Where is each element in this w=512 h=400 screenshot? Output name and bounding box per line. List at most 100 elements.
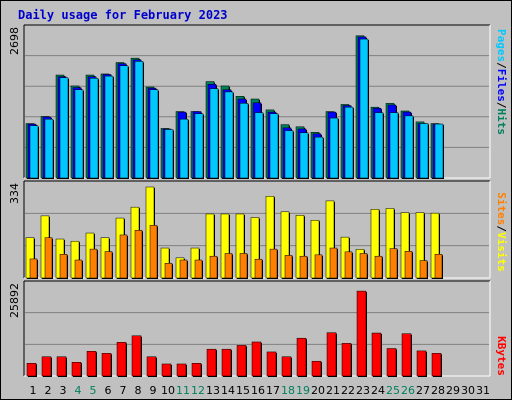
sites-bar	[134, 230, 143, 279]
kbytes-bar	[86, 351, 97, 377]
kbytes-bar	[356, 290, 367, 377]
kbytes-bar	[281, 356, 292, 377]
kbytes-bar	[326, 332, 337, 377]
kbytes-bar	[71, 362, 82, 377]
pages-bar	[374, 112, 384, 179]
x-tick-label: 8	[135, 384, 142, 397]
sites-bar	[119, 234, 128, 279]
pages-bar	[209, 88, 219, 179]
legend-pages: Pages	[495, 29, 508, 62]
sites-bar	[284, 255, 293, 279]
x-tick-label: 25	[386, 384, 400, 397]
pages-bar	[329, 117, 339, 179]
kbytes-bar	[251, 341, 262, 377]
x-tick-label: 29	[446, 384, 460, 397]
x-tick-label: 15	[236, 384, 250, 397]
pages-bar	[74, 89, 84, 179]
x-tick-label: 19	[296, 384, 310, 397]
x-tick-label: 27	[416, 384, 430, 397]
pages-bar	[224, 91, 234, 179]
sites-bar	[89, 248, 98, 279]
sites-bar	[194, 259, 203, 279]
pages-bar	[104, 75, 114, 179]
legend-separator: /	[495, 102, 508, 109]
x-tick-label: 28	[431, 384, 445, 397]
legend-label: KBytes	[495, 336, 508, 376]
pages-bar	[254, 112, 264, 179]
kbytes-bar	[236, 345, 247, 377]
x-tick-label: 7	[120, 384, 127, 397]
pages-bar	[404, 115, 414, 179]
x-tick-label: 26	[401, 384, 415, 397]
kbytes-bar	[26, 363, 37, 377]
pages-bar	[344, 106, 354, 179]
pages-bar	[239, 103, 249, 179]
pages-bar	[299, 132, 309, 179]
pages-bar	[389, 112, 399, 179]
x-tick-label: 17	[266, 384, 280, 397]
sites-bar	[149, 225, 158, 279]
sites-bar	[374, 255, 383, 279]
chart-title: Daily usage for February 2023	[18, 8, 228, 22]
x-tick-label: 5	[90, 384, 97, 397]
x-tick-label: 22	[341, 384, 355, 397]
pages-bar	[149, 89, 159, 179]
kbytes-bar	[146, 356, 157, 377]
x-tick-label: 4	[75, 384, 82, 397]
sites-bar	[209, 255, 218, 279]
pages-bar	[419, 123, 429, 179]
kbytes-bar	[371, 332, 382, 377]
x-tick-label: 1	[30, 384, 37, 397]
pages-bar	[59, 77, 69, 179]
sites-bar	[29, 258, 38, 279]
kbytes-bar	[401, 333, 412, 377]
kbytes-bar	[41, 356, 52, 377]
sites-bar	[359, 253, 368, 279]
legend-hits: Hits	[495, 109, 508, 136]
kbytes-bar	[191, 363, 202, 377]
sites-bar	[269, 248, 278, 279]
y-max-label: 2698	[8, 27, 21, 55]
x-tick-label: 20	[311, 384, 325, 397]
kbytes-bar	[221, 348, 232, 377]
sites-bar	[419, 260, 428, 279]
kbytes-bar	[161, 363, 172, 377]
kbytes-bar	[131, 335, 142, 377]
kbytes-bar	[116, 342, 127, 377]
kbytes-bar	[386, 348, 397, 377]
y-max-label: 25892	[8, 283, 21, 318]
kbytes-bar	[416, 350, 427, 377]
x-tick-label: 18	[281, 384, 295, 397]
kbytes-bar	[311, 360, 322, 377]
pages-bar	[29, 125, 39, 179]
legend-files: Files	[495, 69, 508, 102]
sites-bar	[74, 259, 83, 279]
x-tick-label: 10	[161, 384, 175, 397]
x-tick-label: 31	[476, 384, 490, 397]
sites-bar	[224, 253, 233, 279]
x-tick-label: 12	[191, 384, 205, 397]
x-tick-label: 11	[176, 384, 190, 397]
sites-bar	[389, 248, 398, 279]
sites-bar	[314, 254, 323, 279]
kbytes-bar	[101, 353, 112, 377]
x-tick-label: 2	[45, 384, 52, 397]
kbytes-bar	[266, 351, 277, 377]
x-tick-label: 30	[461, 384, 475, 397]
legend-label: Sites/Visits	[495, 192, 508, 272]
legend-label-group: Sites/Visits	[495, 192, 508, 272]
kbytes-bar	[431, 353, 442, 377]
pages-bar	[284, 130, 294, 179]
kbytes-bar	[341, 343, 352, 377]
x-tick-label: 3	[60, 384, 67, 397]
sites-bar	[44, 237, 53, 279]
kbytes-bar	[176, 363, 187, 377]
sites-bar	[299, 255, 308, 279]
pages-bar	[119, 65, 129, 179]
x-tick-label: 14	[221, 384, 235, 397]
pages-bar	[359, 38, 369, 179]
sites-bar	[329, 247, 338, 279]
kbytes-bar	[206, 348, 217, 377]
legend-label-group: Pages/Files/Hits	[495, 29, 508, 135]
